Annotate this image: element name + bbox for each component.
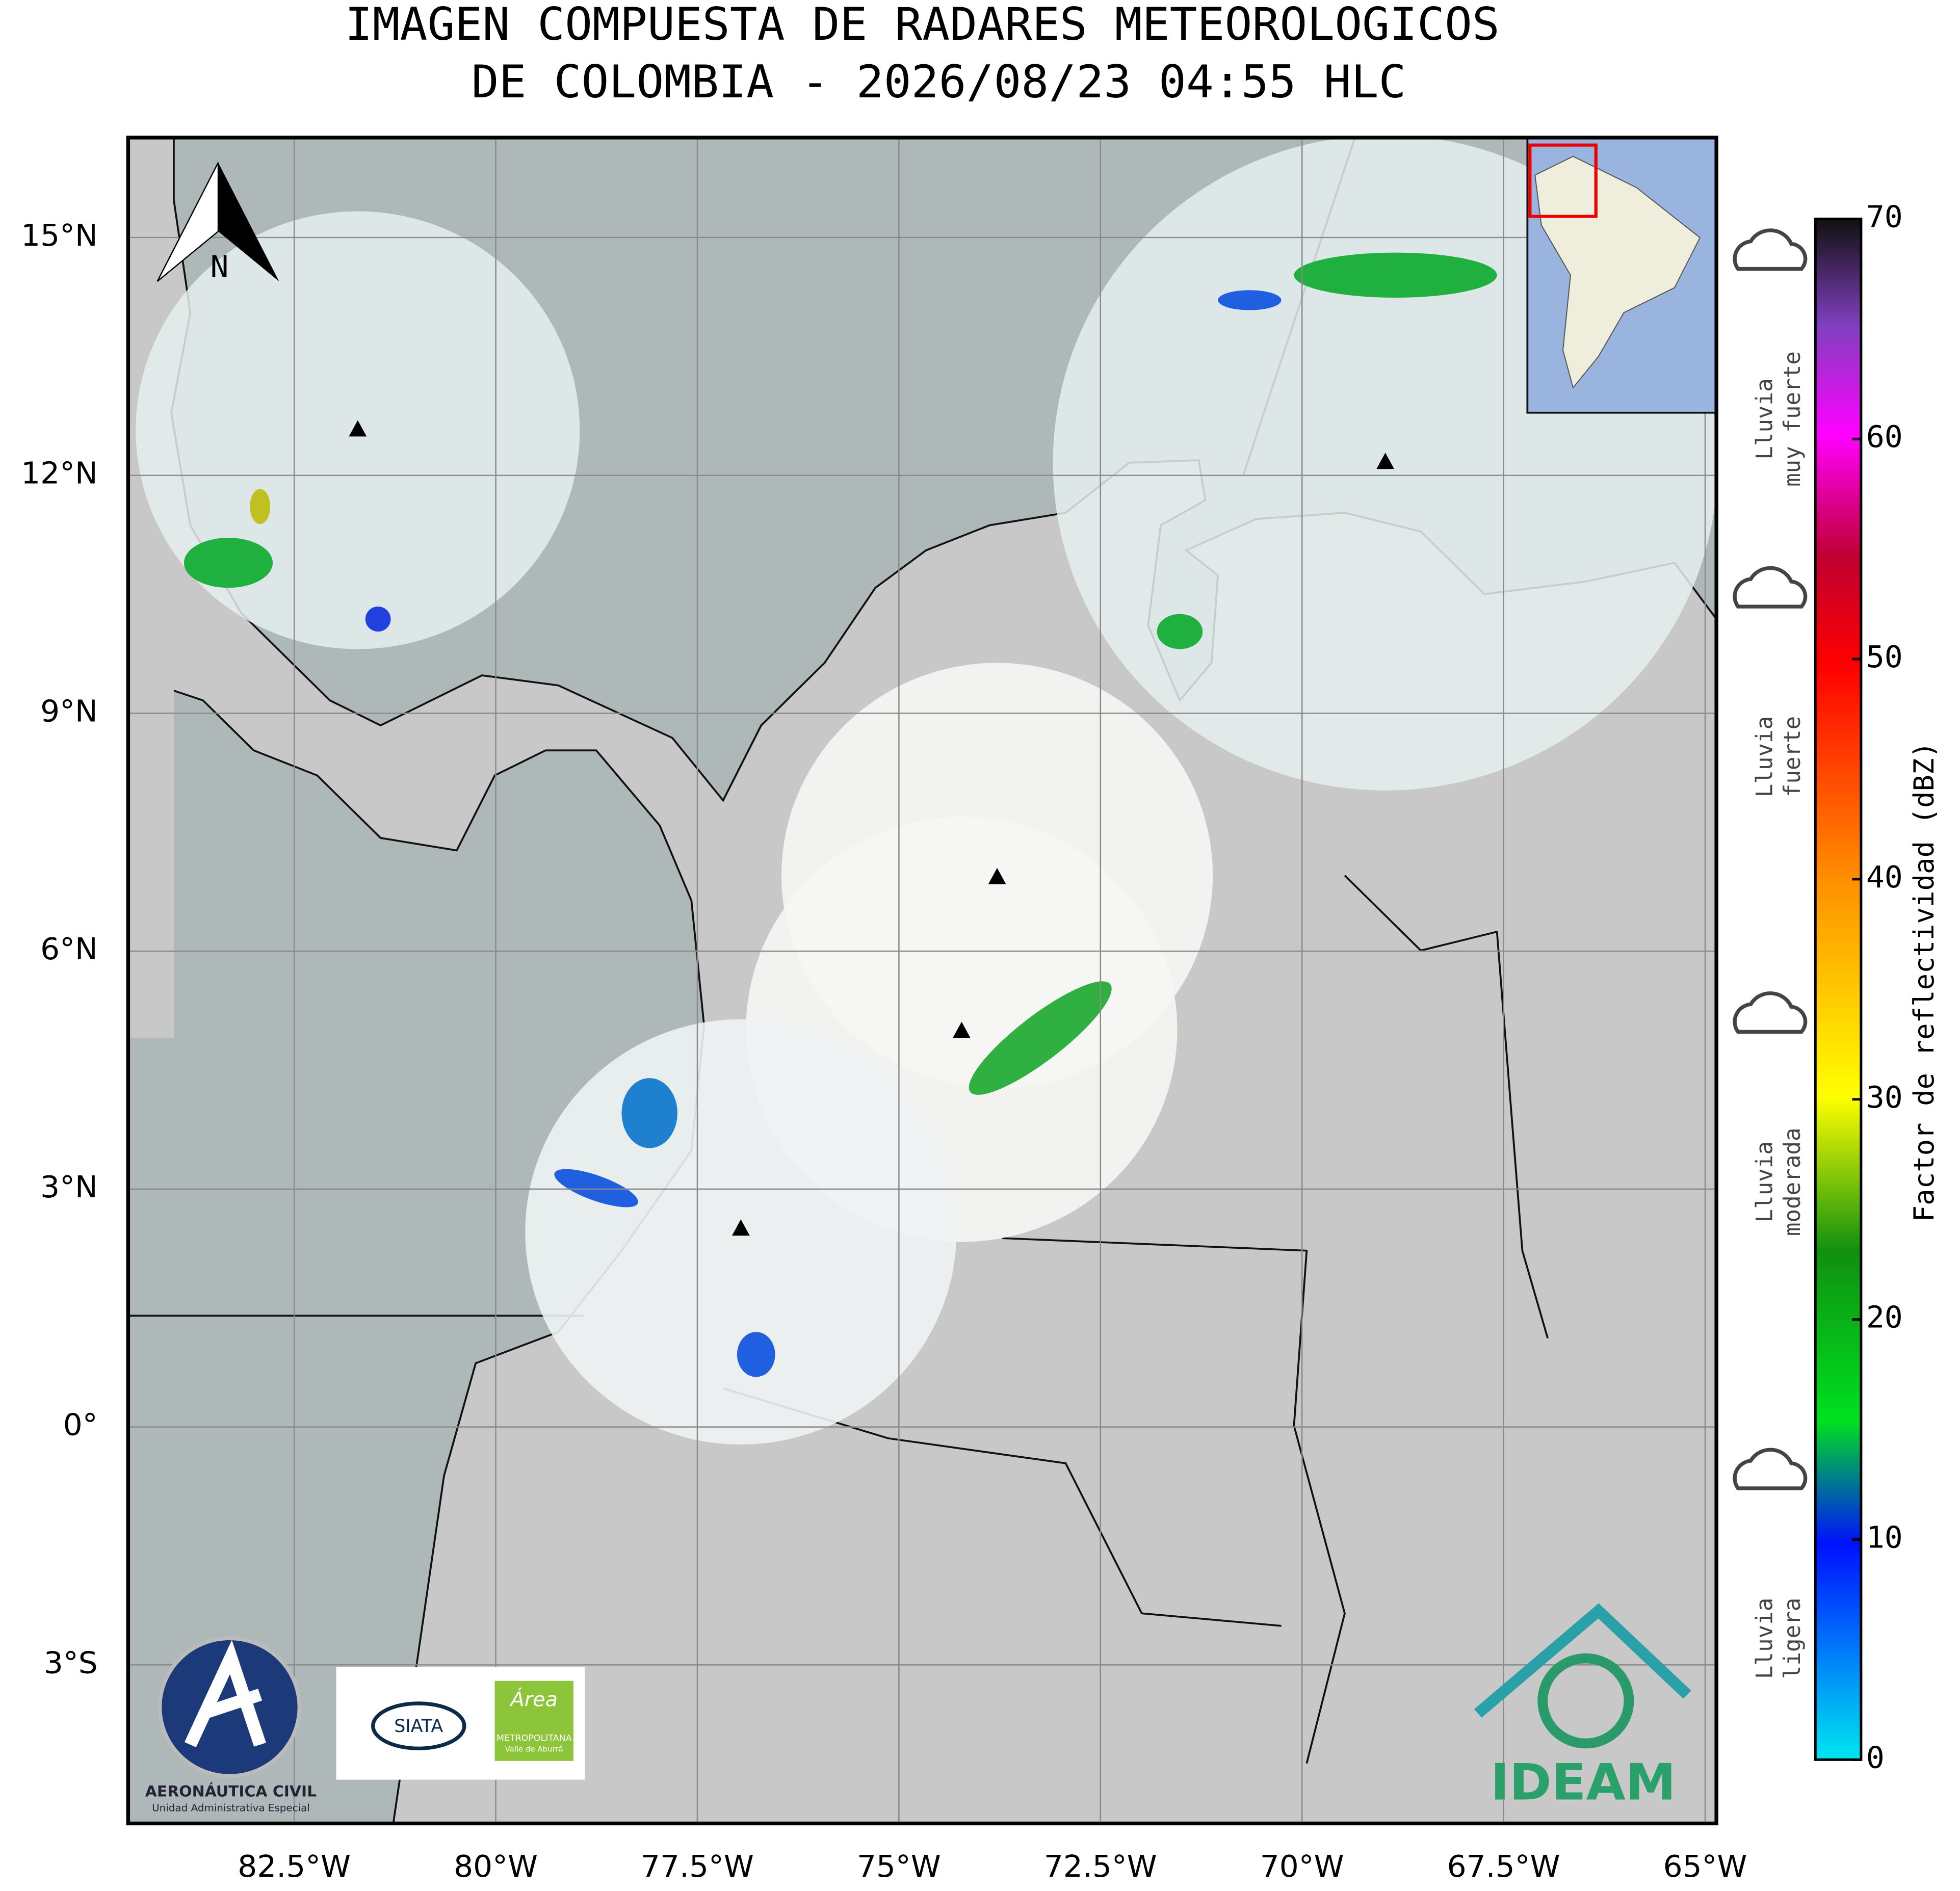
x-tick-label: 77.5°W	[641, 1849, 754, 1884]
logo-panel	[494, 1680, 573, 1761]
y-tick-label: 3°S	[44, 1645, 98, 1680]
radar-site	[731, 1219, 750, 1236]
rain-icon	[1733, 228, 1808, 271]
radar-site	[988, 868, 1006, 884]
radar-sites	[349, 420, 1395, 1236]
colorbar-tick-label: 60	[1866, 419, 1903, 455]
echo	[737, 1332, 775, 1377]
rain-label: fuerte	[1780, 716, 1806, 798]
echo	[554, 1169, 638, 1207]
x-tick-label: 70°W	[1260, 1849, 1344, 1884]
rain-icon	[1733, 991, 1808, 1034]
logo-glyph	[1474, 1603, 1691, 1718]
colorbar-tick-label: 10	[1866, 1520, 1903, 1555]
map-frame	[126, 136, 1718, 1826]
y-tick-label: 9°N	[40, 694, 98, 729]
logo-aerocivil: AERONÁUTICA CIVIL Unidad Administrativa …	[145, 1636, 317, 1814]
radar-site	[349, 420, 367, 437]
x-tick-label: 80°W	[454, 1849, 538, 1884]
logo-siata-area: SIATA Área METROPOLITANA Valle de Aburrá	[336, 1667, 585, 1780]
y-tick-label: 12°N	[21, 456, 98, 491]
radar-echoes	[184, 252, 1497, 1377]
rain-icon	[1733, 1448, 1808, 1490]
x-tick-label: 65°W	[1663, 1849, 1747, 1884]
y-tick-label: 0°	[63, 1407, 98, 1442]
logo-text: SIATA	[394, 1716, 443, 1737]
colorbar-tick-label: 30	[1866, 1080, 1903, 1115]
logo-ideam: IDEAM	[1474, 1603, 1691, 1811]
rain-label: Lluvia	[1752, 378, 1778, 460]
inset-continent	[1534, 155, 1701, 389]
echo	[184, 538, 273, 588]
colorbar-tick-label: 0	[1866, 1740, 1885, 1775]
logo-text: Unidad Administrativa Especial	[152, 1802, 310, 1814]
north-label: N	[211, 249, 229, 284]
echo	[250, 489, 271, 524]
logo-text: METROPOLITANA	[496, 1734, 572, 1744]
y-tick-label: 6°N	[40, 932, 98, 967]
x-tick-label: 82.5°W	[238, 1849, 351, 1884]
graticule	[128, 137, 1717, 1824]
echo	[1218, 290, 1282, 310]
map-area: N AERONÁUTICA CIVIL Unidad Administrativ…	[128, 137, 1717, 1824]
y-tick-label: 3°N	[40, 1169, 98, 1204]
logo-glyph	[371, 1701, 466, 1750]
colorbar-tick-label: 70	[1866, 199, 1903, 234]
title-line: DE COLOMBIA - 2026/08/23 04:55 HLC	[472, 56, 1406, 108]
radar-site	[952, 1021, 971, 1038]
echo	[365, 607, 391, 632]
y-tick-label: 15°N	[21, 218, 98, 253]
logo-text: Área	[509, 1688, 558, 1712]
x-tick-label: 75°W	[857, 1849, 941, 1884]
logo-glyph	[184, 1640, 266, 1748]
colorbar-label: Factor de reflectividad (dBZ)	[1908, 742, 1940, 1222]
rain-label: moderada	[1780, 1127, 1806, 1236]
x-tick-label: 72.5°W	[1044, 1849, 1157, 1884]
rain-label: muy fuerte	[1780, 351, 1806, 487]
echo	[621, 1078, 677, 1148]
logo-text: Valle de Aburrá	[505, 1745, 563, 1754]
rain-label: Lluvia	[1752, 1598, 1778, 1679]
colorbar-tick-label: 50	[1866, 639, 1903, 674]
rain-label: ligera	[1780, 1598, 1806, 1679]
echo	[1294, 252, 1497, 298]
logo-glyph	[1537, 1653, 1634, 1749]
colorbar-tick-label: 40	[1866, 859, 1903, 895]
rain-label: Lluvia	[1752, 1141, 1778, 1223]
echo	[1157, 614, 1203, 649]
x-tick-label: 67.5°W	[1447, 1849, 1560, 1884]
rain-label: Lluvia	[1752, 716, 1778, 798]
land	[128, 675, 174, 1038]
colorbar-tick-label: 20	[1866, 1300, 1903, 1335]
rain-icon	[1733, 566, 1808, 609]
colorbar	[1814, 217, 1863, 1761]
title-line: IMAGEN COMPUESTA DE RADARES METEOROLOGIC…	[345, 0, 1500, 50]
inset-highlight	[1528, 143, 1598, 218]
logo-text: AERONÁUTICA CIVIL	[145, 1782, 317, 1800]
echo	[969, 981, 1112, 1095]
radar-site	[1376, 453, 1395, 469]
logo-text: IDEAM	[1491, 1753, 1676, 1811]
